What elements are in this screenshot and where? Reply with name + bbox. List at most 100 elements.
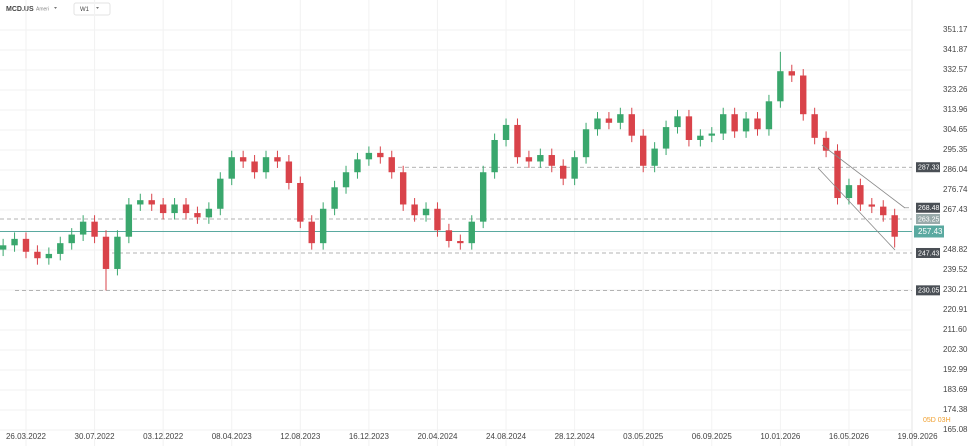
candle-body <box>697 135 704 140</box>
candle-body <box>880 206 887 216</box>
candle-body <box>845 185 853 199</box>
trend-channel <box>817 144 906 251</box>
level-label: 268.48 <box>918 205 940 212</box>
x-tick-label: 24.08.2024 <box>486 432 527 441</box>
candle-body <box>514 124 521 158</box>
candle-body <box>365 152 373 160</box>
y-tick-label: 220.91 <box>943 305 968 314</box>
candle-body <box>91 221 98 237</box>
candle-body <box>777 71 784 102</box>
y-tick-label: 165.08 <box>943 425 968 434</box>
candle-body <box>45 253 53 259</box>
y-tick-label: 286.04 <box>943 165 968 174</box>
candle-body <box>148 200 155 205</box>
candle-body <box>640 135 647 166</box>
dropdown-arrow[interactable] <box>96 7 99 9</box>
candle-body <box>868 204 876 207</box>
candle-body <box>525 157 533 162</box>
candle-body <box>457 241 464 244</box>
candle-body <box>571 157 578 179</box>
candle-body <box>742 118 750 132</box>
candle-body <box>685 116 693 140</box>
candle-body <box>228 157 235 179</box>
candle-body <box>377 152 384 158</box>
x-tick-label: 19.09.2026 <box>898 432 939 441</box>
x-tick-label: 06.09.2025 <box>692 432 733 441</box>
y-tick-label: 230.21 <box>943 285 968 294</box>
y-tick-label: 192.99 <box>943 365 968 374</box>
x-tick-label: 08.04.2023 <box>212 432 253 441</box>
channel-line[interactable] <box>821 144 906 209</box>
x-tick-label: 10.01.2026 <box>760 432 801 441</box>
candle-body <box>708 133 715 136</box>
candle-body <box>399 172 407 205</box>
x-tick-label: 03.12.2022 <box>143 432 184 441</box>
candle-body <box>674 116 681 128</box>
y-tick-label: 332.57 <box>943 65 968 74</box>
level-label: 230.05 <box>918 288 940 295</box>
candle-body <box>22 238 30 252</box>
candle-body <box>445 230 453 242</box>
last-price-box <box>914 225 944 238</box>
candle-body <box>217 178 224 209</box>
level-label-box <box>916 162 940 173</box>
level-label-box <box>916 247 940 258</box>
candle-body <box>628 114 635 136</box>
candle-body <box>285 161 293 183</box>
grid <box>0 0 912 446</box>
candle-body <box>388 157 395 173</box>
candle-body <box>800 75 807 115</box>
candle-body <box>857 185 864 205</box>
level-label: 247.43 <box>918 250 940 257</box>
candle-body <box>754 118 761 130</box>
x-tick-label: 16.12.2023 <box>349 432 390 441</box>
candle-body <box>319 208 327 244</box>
y-tick-label: 323.26 <box>943 85 968 94</box>
candle-body <box>182 204 190 214</box>
timeframe-box[interactable] <box>73 2 111 16</box>
candle-body <box>765 101 773 130</box>
candle-body <box>411 204 418 216</box>
candle-body <box>102 236 110 269</box>
x-tick-label: 12.08.2023 <box>280 432 321 441</box>
candle-body <box>0 245 7 250</box>
timeframe[interactable]: W1 <box>80 7 90 13</box>
exchange: Ameri <box>36 6 49 12</box>
candle-body <box>479 172 487 222</box>
y-tick-label: 183.69 <box>943 385 968 394</box>
symbol[interactable]: MCD.US <box>6 6 34 13</box>
x-tick-label: 30.07.2022 <box>75 432 116 441</box>
candle-body <box>891 215 898 237</box>
candle-body <box>125 204 133 237</box>
candle-body <box>308 221 315 244</box>
y-tick-label: 276.74 <box>943 185 968 194</box>
x-tick-label: 16.05.2026 <box>829 432 870 441</box>
dropdown-arrow[interactable] <box>54 7 57 9</box>
header: MCD.US Ameri W1 <box>6 2 111 16</box>
candle-body <box>114 236 121 269</box>
candle-body <box>502 124 510 140</box>
candle-body <box>342 172 350 188</box>
y-tick-label: 248.82 <box>943 245 968 254</box>
y-tick-label: 351.17 <box>943 25 968 34</box>
candle-body <box>422 208 430 216</box>
candle-body <box>662 127 670 149</box>
candle-body <box>194 213 201 218</box>
candle-body <box>720 114 727 134</box>
candle-body <box>605 118 613 123</box>
y-tick-label: 211.60 <box>943 325 967 334</box>
candle-body <box>822 137 830 151</box>
level-label-box <box>916 213 940 224</box>
candle-body <box>57 243 64 254</box>
candle-body <box>159 204 167 214</box>
channel-line[interactable] <box>817 167 896 251</box>
candle-body <box>205 208 213 218</box>
candle-body <box>594 118 601 130</box>
candle-body <box>137 200 144 205</box>
candle-body <box>834 150 841 199</box>
level-label: 287.33 <box>918 165 940 172</box>
y-axis: 351.17 341.87 332.57 323.26 313.96 304.65 295.… <box>6 25 968 441</box>
candle-body <box>582 129 590 158</box>
candle-body <box>251 161 258 173</box>
